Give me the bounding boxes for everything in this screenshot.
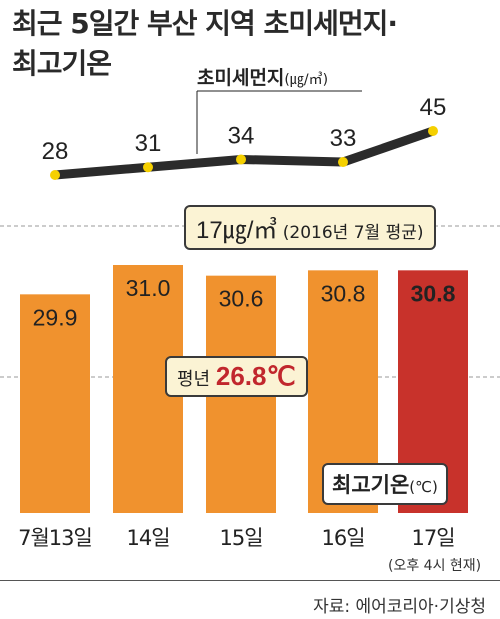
pm25-average-value: 17㎍/㎥ (196, 217, 278, 244)
source-divider (0, 580, 500, 581)
chart-title-line2: 최고기온 (12, 47, 112, 80)
normal-temp-prefix: 평년 (177, 369, 211, 390)
max-temp-series-label: 최고기온(℃) (322, 463, 448, 505)
pm25-point (50, 170, 60, 180)
pm25-label-text: 초미세먼지 (197, 67, 285, 89)
time-note: (오후 4시 현재) (388, 558, 482, 574)
temp-bar-label: 30.8 (411, 280, 456, 306)
max-temp-label-text: 최고기온 (332, 473, 410, 497)
pm25-label-unit: (㎍/㎥) (284, 72, 329, 88)
pm25-point-label: 45 (420, 94, 447, 121)
pm25-point (236, 154, 246, 165)
pm25-point-label: 28 (42, 138, 69, 165)
temp-bar (20, 294, 90, 513)
category-label: 16일 (321, 526, 364, 550)
max-temp-label-unit: (℃) (409, 478, 438, 496)
normal-temp-value: 26.8℃ (215, 361, 296, 391)
category-label: 15일 (219, 526, 262, 550)
source-credit: 자료: 에어코리아·기상청 (313, 597, 486, 617)
pm25-average-callout: 17㎍/㎥ (2016년 7월 평균) (184, 205, 436, 250)
chart-title-line1: 최근 5일간 부산 지역 초미세먼지· (12, 7, 398, 40)
temp-bar-label: 30.6 (219, 286, 264, 312)
category-label: 17일 (411, 526, 454, 550)
pm25-series-label: 초미세먼지(㎍/㎥) (197, 63, 328, 90)
pm25-average-label: (2016년 7월 평균) (282, 223, 424, 243)
pm25-point-label: 31 (135, 130, 162, 157)
pm25-point (143, 162, 153, 173)
temp-bar-label: 31.0 (126, 275, 171, 301)
pm25-point-label: 34 (228, 122, 255, 149)
category-label: 14일 (126, 526, 169, 550)
normal-temp-callout: 평년 26.8℃ (165, 356, 308, 397)
temp-bar-label: 30.8 (321, 280, 366, 306)
chart-title: 최근 5일간 부산 지역 초미세먼지· 최고기온 (12, 4, 492, 84)
category-label: 7월13일 (18, 526, 92, 550)
temp-bar-label: 29.9 (33, 304, 78, 330)
pm25-point-label: 33 (330, 125, 357, 152)
pm25-point (338, 157, 348, 168)
pm25-point (428, 126, 438, 136)
